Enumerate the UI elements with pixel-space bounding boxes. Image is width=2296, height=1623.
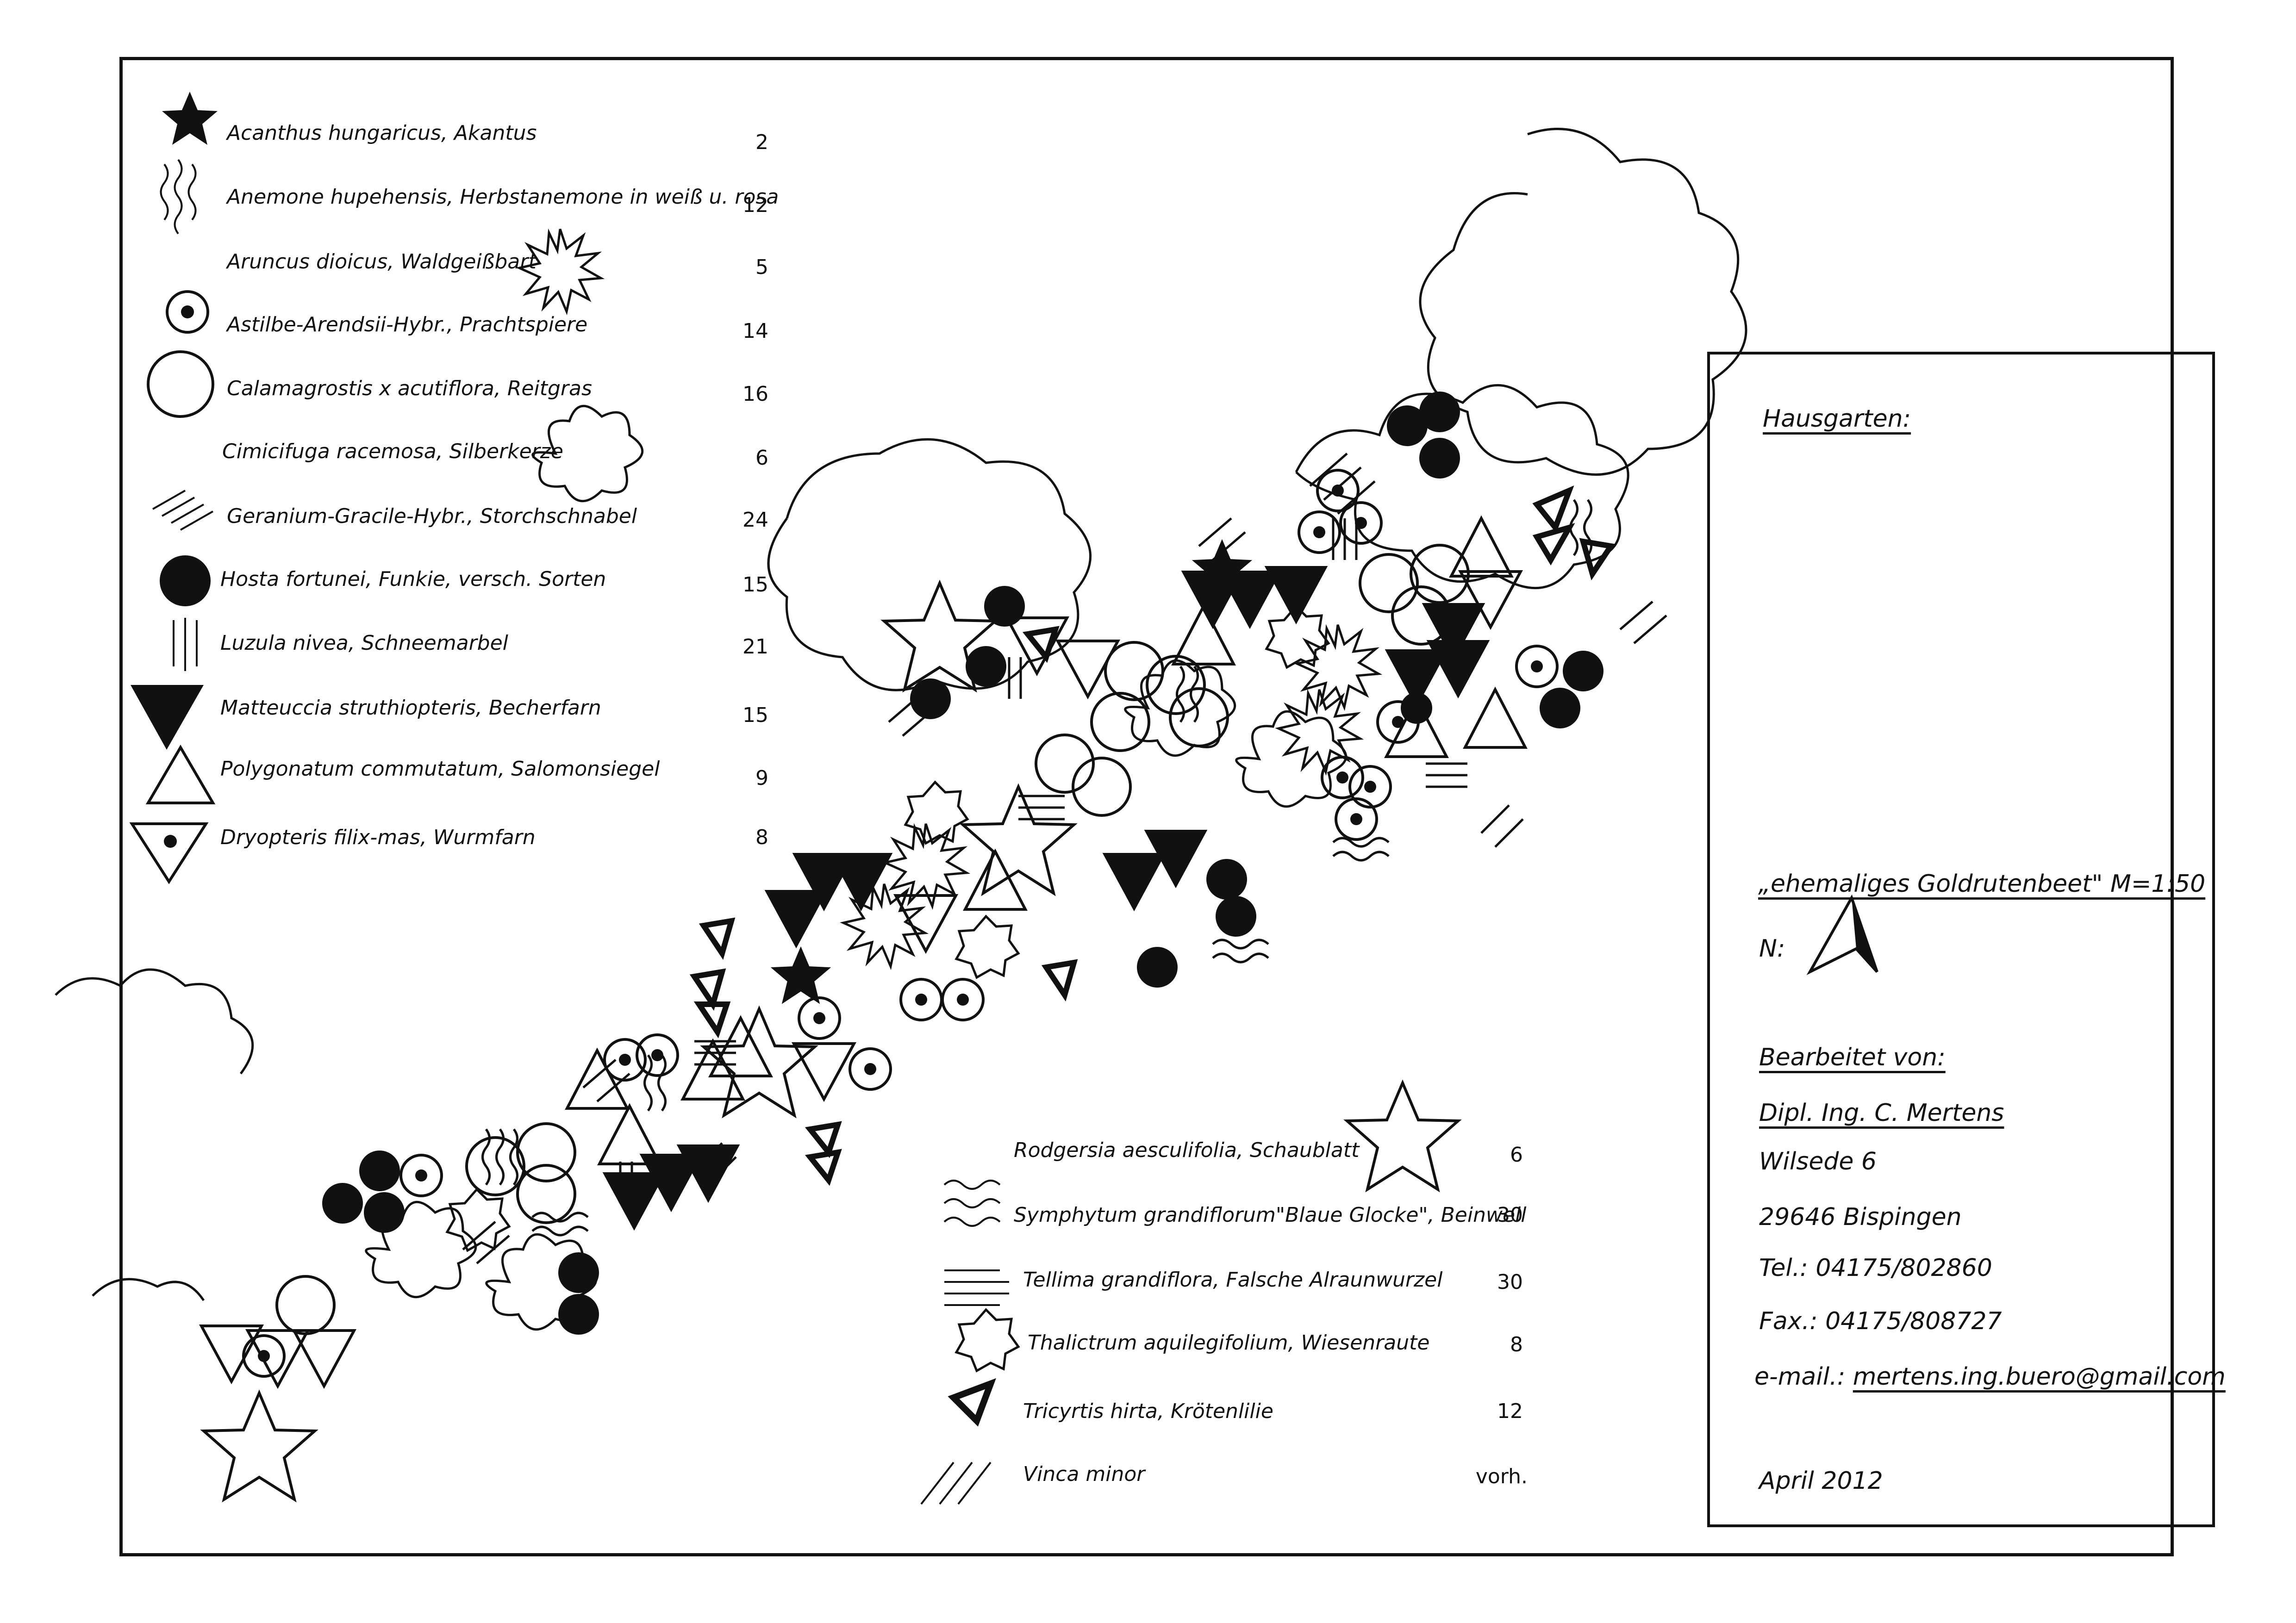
legend-dot-triangle-icon bbox=[129, 822, 209, 884]
email-row: e-mail.: mertens.ing.buero@gmail.com bbox=[1754, 1363, 2226, 1391]
email-prefix: e-mail.: bbox=[1754, 1363, 1846, 1391]
legend-filled-triangle-icon bbox=[131, 685, 204, 750]
legend-filled-star-icon bbox=[162, 92, 218, 145]
legend-dot-circle-icon bbox=[166, 290, 209, 334]
fax-number: Fax.: 04175/808727 bbox=[1759, 1307, 2002, 1335]
legend-label-1: Acanthus hungaricus, Akantus bbox=[227, 121, 537, 145]
legend-count-9: 21 bbox=[742, 635, 768, 659]
legend-label-12: Dryopteris filix-mas, Wurmfarn bbox=[220, 826, 536, 849]
legend-label-14: Symphytum grandiflorum"Blaue Glocke", Be… bbox=[1014, 1203, 1527, 1227]
hosta-symbols bbox=[322, 392, 1603, 1335]
legend-count-10: 15 bbox=[742, 703, 768, 727]
author-name: Dipl. Ing. C. Mertens bbox=[1759, 1099, 2004, 1127]
legend-label-5: Calamagrostis x acutiflora, Reitgras bbox=[227, 377, 592, 400]
legend-count-18: vorh. bbox=[1475, 1465, 1528, 1488]
legend-label-8: Hosta fortunei, Funkie, versch. Sorten bbox=[220, 567, 606, 591]
project-title: „ehemaliges Goldrutenbeet" M=1:50 bbox=[1758, 870, 2206, 898]
legend-wavy-lines-icon bbox=[160, 159, 197, 235]
legend-label-11: Polygonatum commutatum, Salomonsiegel bbox=[220, 757, 660, 781]
title-block bbox=[1707, 352, 2215, 1527]
drawing-frame bbox=[119, 57, 2174, 1556]
rodgersia-symbols bbox=[204, 583, 1074, 1499]
legend-count-15: 30 bbox=[1497, 1270, 1523, 1294]
legend-count-2: 12 bbox=[742, 193, 768, 217]
legend-horizontal-lines-icon bbox=[944, 1269, 1009, 1306]
legend-count-1: 2 bbox=[755, 131, 768, 154]
legend-count-5: 16 bbox=[742, 382, 768, 406]
drawing-date: April 2012 bbox=[1759, 1467, 1883, 1495]
north-arrow-icon bbox=[1806, 894, 1878, 976]
legend-symbols-top bbox=[129, 92, 218, 884]
astilbe-symbols bbox=[242, 469, 1559, 1378]
legend-heptagon-star-icon bbox=[956, 1310, 1018, 1371]
legend-open-triangle-icon bbox=[145, 745, 216, 804]
street-address: Wilsede 6 bbox=[1759, 1148, 1877, 1175]
legend-count-7: 24 bbox=[742, 508, 768, 532]
title-heading: Hausgarten: bbox=[1763, 405, 1911, 433]
legend-label-9: Luzula nivea, Schneemarbel bbox=[220, 631, 508, 655]
polygonatum-symbols bbox=[567, 518, 1525, 1164]
legend-label-16: Thalictrum aquilegifolium, Wiesenraute bbox=[1028, 1331, 1430, 1355]
astilbe-dots bbox=[258, 485, 1543, 1362]
calamagrostis-symbols bbox=[275, 544, 1470, 1335]
legend-dot-icon bbox=[181, 305, 194, 318]
legend-label-13: Rodgersia aesculifolia, Schaublatt bbox=[1014, 1138, 1360, 1162]
legend-count-3: 5 bbox=[755, 255, 768, 279]
legend-triangle-dot-icon bbox=[164, 835, 177, 848]
legend-label-10: Matteuccia struthiopteris, Becherfarn bbox=[220, 696, 601, 720]
tree-sketch-left bbox=[55, 968, 254, 1075]
hatch-tellima bbox=[694, 762, 1467, 1066]
legend-label-17: Tricyrtis hirta, Krötenlilie bbox=[1023, 1399, 1273, 1423]
legend-label-3: Aruncus dioicus, Waldgeißbart bbox=[227, 250, 537, 274]
legend-count-17: 12 bbox=[1497, 1399, 1523, 1423]
legend-circle-icon bbox=[147, 350, 214, 418]
legend-wave-rows-icon bbox=[943, 1180, 1001, 1227]
legend-bold-triangle-icon bbox=[948, 1378, 996, 1427]
legend-label-2: Anemone hupehensis, Herbstanemone in wei… bbox=[227, 185, 779, 209]
legend-open-star-icon bbox=[1347, 1083, 1458, 1189]
legend-label-7: Geranium-Gracile-Hybr., Storchschnabel bbox=[227, 504, 637, 528]
wave-anemone bbox=[481, 499, 1592, 1186]
phone-number: Tel.: 04175/802860 bbox=[1759, 1254, 1992, 1282]
cimicifuga-symbols bbox=[365, 404, 1347, 1331]
tricyrtis-symbols bbox=[689, 485, 1616, 1186]
email-address: mertens.ing.buero@gmail.com bbox=[1853, 1363, 2226, 1391]
wave-symphytum bbox=[531, 837, 1390, 1237]
north-label: N: bbox=[1759, 935, 1785, 963]
legend-label-4: Astilbe-Arendsii-Hybr., Prachtspiere bbox=[227, 313, 588, 336]
legend-count-13: 6 bbox=[1510, 1143, 1523, 1167]
legend-count-11: 9 bbox=[755, 766, 768, 790]
tree-sketch-left2 bbox=[92, 1278, 205, 1301]
legend-vertical-lines-icon bbox=[173, 618, 198, 671]
legend-count-4: 14 bbox=[742, 319, 768, 343]
legend-count-6: 6 bbox=[755, 446, 768, 470]
legend-filled-circle-icon bbox=[160, 555, 211, 606]
tree-sketch-top bbox=[1295, 384, 1629, 589]
legend-count-12: 8 bbox=[755, 826, 768, 849]
legend-symbols-bottom bbox=[920, 1083, 1458, 1505]
legend-diagonal-hatch-icon bbox=[152, 490, 213, 531]
legend-label-18: Vinca minor bbox=[1023, 1462, 1145, 1486]
legend-count-14: 30 bbox=[1497, 1203, 1523, 1227]
city-address: 29646 Bispingen bbox=[1759, 1203, 1962, 1231]
tree-sketch-right bbox=[1419, 128, 1747, 476]
legend-slash-lines-icon bbox=[920, 1461, 992, 1505]
legend-label-15: Tellima grandiflora, Falsche Alraunwurze… bbox=[1023, 1268, 1443, 1292]
edited-by-label: Bearbeitet von: bbox=[1759, 1044, 1946, 1071]
tree-sketch-mid bbox=[767, 438, 1092, 691]
legend-count-8: 15 bbox=[742, 573, 768, 597]
legend-count-16: 8 bbox=[1510, 1333, 1523, 1356]
legend-label-6: Cimicifuga racemosa, Silberkerze bbox=[222, 440, 563, 463]
